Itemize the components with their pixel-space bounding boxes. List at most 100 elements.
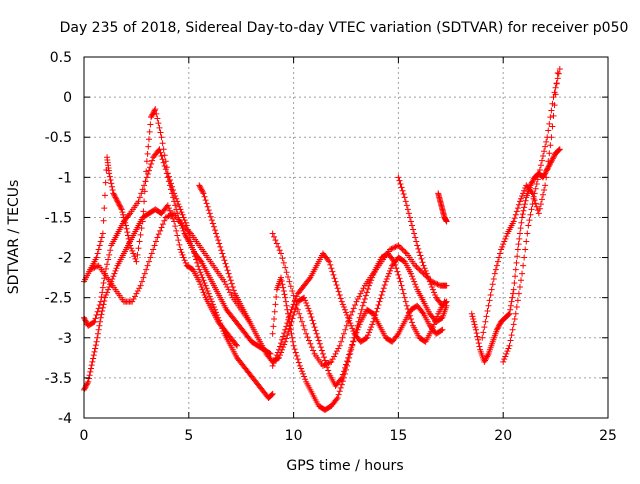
data-point bbox=[304, 302, 311, 309]
data-point bbox=[303, 300, 310, 307]
data-point bbox=[500, 358, 507, 365]
data-point bbox=[134, 251, 141, 258]
data-point bbox=[171, 218, 178, 225]
data-point bbox=[111, 193, 118, 200]
data-point bbox=[324, 360, 331, 367]
data-point bbox=[329, 268, 336, 275]
data-point bbox=[356, 314, 363, 321]
data-point bbox=[355, 318, 362, 325]
data-point bbox=[423, 270, 430, 277]
data-point bbox=[528, 206, 535, 213]
data-point bbox=[328, 265, 335, 272]
data-point bbox=[406, 214, 413, 221]
data-point bbox=[336, 342, 343, 349]
data-point bbox=[346, 354, 353, 361]
data-point bbox=[488, 286, 495, 293]
data-point bbox=[130, 296, 137, 303]
data-point bbox=[349, 325, 356, 332]
data-point bbox=[166, 182, 173, 189]
data-point bbox=[291, 308, 298, 315]
data-point bbox=[89, 358, 96, 365]
data-point bbox=[541, 187, 548, 194]
data-point bbox=[269, 230, 276, 237]
data-point bbox=[96, 302, 103, 309]
data-point bbox=[340, 374, 347, 381]
data-point bbox=[115, 201, 122, 208]
data-point bbox=[186, 229, 193, 236]
data-point bbox=[182, 231, 189, 238]
data-point bbox=[371, 315, 378, 322]
data-point bbox=[551, 152, 558, 159]
data-point bbox=[282, 264, 289, 271]
data-point bbox=[333, 281, 340, 288]
y-tick-label: -1.5 bbox=[45, 210, 72, 226]
data-point bbox=[322, 357, 329, 364]
data-point bbox=[92, 342, 99, 349]
data-point bbox=[101, 294, 108, 301]
data-point bbox=[151, 107, 158, 114]
data-point bbox=[223, 263, 230, 270]
data-point bbox=[542, 168, 549, 175]
data-point bbox=[183, 233, 190, 240]
data-point bbox=[217, 243, 224, 250]
data-point bbox=[499, 243, 506, 250]
data-point bbox=[181, 217, 188, 224]
data-point bbox=[543, 174, 550, 181]
data-point bbox=[507, 306, 514, 313]
data-point bbox=[300, 370, 307, 377]
data-point bbox=[228, 291, 235, 298]
data-point bbox=[97, 314, 104, 321]
data-point bbox=[165, 178, 172, 185]
data-point bbox=[177, 246, 184, 253]
data-point bbox=[281, 330, 288, 337]
data-point bbox=[400, 290, 407, 297]
data-point bbox=[549, 100, 556, 107]
data-point bbox=[419, 309, 426, 316]
data-point bbox=[275, 346, 282, 353]
data-point bbox=[472, 324, 479, 331]
data-point bbox=[222, 260, 229, 267]
data-point bbox=[90, 265, 97, 272]
series-track-d bbox=[87, 210, 253, 325]
data-point bbox=[363, 334, 370, 341]
data-point bbox=[271, 316, 278, 323]
y-tick-label: -4 bbox=[58, 411, 72, 427]
data-point bbox=[183, 234, 190, 241]
data-point bbox=[201, 291, 208, 298]
data-point bbox=[219, 250, 226, 257]
data-point bbox=[358, 306, 365, 313]
data-point bbox=[180, 254, 187, 261]
data-point bbox=[123, 225, 130, 232]
data-point bbox=[389, 245, 396, 252]
data-point bbox=[522, 197, 529, 204]
x-tick-label: 5 bbox=[184, 428, 193, 444]
data-point bbox=[88, 362, 95, 369]
data-point bbox=[173, 206, 180, 213]
data-point bbox=[545, 127, 552, 134]
data-point bbox=[407, 270, 414, 277]
data-point bbox=[549, 155, 556, 162]
data-point bbox=[511, 316, 518, 323]
data-point bbox=[148, 112, 155, 119]
data-point bbox=[106, 170, 113, 177]
data-point bbox=[276, 247, 283, 254]
data-point bbox=[96, 322, 103, 329]
data-point bbox=[334, 394, 341, 401]
data-point bbox=[271, 308, 278, 315]
data-point bbox=[321, 362, 328, 369]
data-point bbox=[327, 261, 334, 268]
y-tick-label: -0.5 bbox=[45, 130, 72, 146]
data-point bbox=[490, 275, 497, 282]
data-point bbox=[115, 199, 122, 206]
data-point bbox=[514, 246, 521, 253]
data-point bbox=[510, 286, 517, 293]
data-point bbox=[341, 306, 348, 313]
data-point bbox=[159, 140, 166, 147]
data-point bbox=[533, 181, 540, 188]
data-point bbox=[432, 291, 439, 298]
data-point bbox=[340, 304, 347, 311]
data-point bbox=[533, 203, 540, 210]
data-point bbox=[336, 388, 343, 395]
data-point bbox=[279, 336, 286, 343]
data-point bbox=[98, 293, 105, 300]
